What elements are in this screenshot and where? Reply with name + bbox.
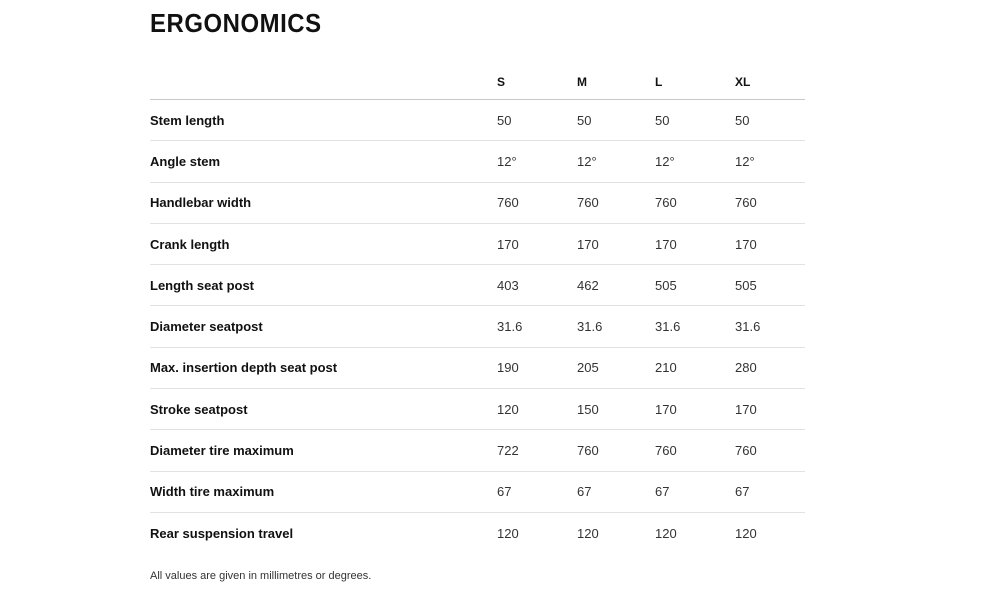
row-label: Angle stem — [150, 140, 497, 183]
cell-value: 170 — [735, 223, 805, 266]
column-header-m: M — [577, 64, 655, 100]
cell-value: 505 — [735, 264, 805, 307]
cell-value: 31.6 — [655, 305, 735, 348]
cell-value: 760 — [497, 182, 577, 224]
row-label: Diameter tire maximum — [150, 429, 497, 472]
cell-value: 50 — [497, 99, 577, 142]
cell-value: 760 — [735, 182, 805, 224]
cell-value: 120 — [655, 525, 677, 541]
cell-value: 67 — [735, 471, 805, 513]
cell-value: 170 — [577, 223, 655, 266]
row-label: Width tire maximum — [150, 471, 497, 513]
cell-value: 280 — [735, 347, 805, 390]
table-row: Handlebar width 760 760 760 760 — [150, 182, 805, 224]
cell-value: 170 — [735, 388, 805, 431]
cell-value: 150 — [577, 388, 655, 431]
row-label: Max. insertion depth seat post — [150, 347, 497, 390]
row-label: Length seat post — [150, 264, 497, 307]
cell-value: 170 — [655, 388, 735, 431]
cell-value: 31.6 — [497, 305, 577, 348]
table-row: Diameter seatpost 31.6 31.6 31.6 31.6 — [150, 305, 805, 348]
cell-value: 722 — [497, 429, 577, 472]
table-row: Stem length 50 50 50 50 — [150, 99, 805, 142]
row-label: Rear suspension travel — [150, 525, 294, 541]
cell-value: 120 — [497, 525, 519, 541]
column-header-s: S — [497, 64, 577, 100]
cell-value: 50 — [735, 99, 805, 142]
cell-value: 50 — [577, 99, 655, 142]
row-label: Stem length — [150, 99, 497, 142]
size-header-row: S M L XL — [150, 64, 805, 100]
column-header-xl: XL — [735, 64, 805, 100]
cell-value: 12° — [655, 140, 735, 183]
cell-value: 760 — [655, 429, 735, 472]
cell-value: 170 — [497, 223, 577, 266]
cell-value: 120 — [735, 525, 757, 541]
cell-value: 12° — [735, 140, 805, 183]
spec-column-header — [150, 64, 497, 100]
cell-value: 12° — [497, 140, 577, 183]
cell-value: 31.6 — [735, 305, 805, 348]
cell-value: 170 — [655, 223, 735, 266]
cell-value: 120 — [497, 388, 577, 431]
table-row: Max. insertion depth seat post 190 205 210 2… — [150, 347, 805, 390]
cell-value: 760 — [655, 182, 735, 224]
table-body: Stem length 50 50 50 50 Angle stem 12° 12° 12° 12… — [150, 99, 805, 554]
ergonomics-table: S M L XL Stem length 50 50 50 50 Angle stem 12° 12… — [150, 64, 805, 553]
table-row: Angle stem 12° 12° 12° 12° — [150, 140, 805, 183]
cell-value: 760 — [577, 182, 655, 224]
cell-value: 760 — [577, 429, 655, 472]
cell-value: 67 — [497, 471, 577, 513]
table-row: Crank length 170 170 170 170 — [150, 223, 805, 266]
row-label: Diameter seatpost — [150, 305, 497, 348]
column-header-l: L — [655, 64, 735, 100]
section-title: ERGONOMICS — [150, 8, 322, 38]
row-label: Handlebar width — [150, 182, 497, 224]
cell-value: 67 — [577, 471, 655, 513]
table-row: Stroke seatpost 120 150 170 170 — [150, 388, 805, 431]
table-row: Length seat post 403 462 505 505 — [150, 264, 805, 307]
cell-value: 760 — [735, 429, 805, 472]
table-row: Diameter tire maximum 722 760 760 760 — [150, 429, 805, 472]
table-row: Rear suspension travel 120 120 120 120 — [150, 512, 805, 553]
cell-value: 210 — [655, 347, 735, 390]
footnote: All values are given in millimetres or d… — [150, 570, 372, 583]
cell-value: 505 — [655, 264, 735, 307]
cell-value: 50 — [655, 99, 735, 142]
cell-value: 462 — [577, 264, 655, 307]
cell-value: 67 — [655, 471, 735, 513]
cell-value: 12° — [577, 140, 655, 183]
table-row: Width tire maximum 67 67 67 67 — [150, 471, 805, 513]
cell-value: 403 — [497, 264, 577, 307]
row-label: Stroke seatpost — [150, 388, 497, 431]
cell-value: 120 — [577, 525, 599, 541]
cell-value: 205 — [577, 347, 655, 390]
cell-value: 190 — [497, 347, 577, 390]
row-label: Crank length — [150, 223, 497, 266]
cell-value: 31.6 — [577, 305, 655, 348]
